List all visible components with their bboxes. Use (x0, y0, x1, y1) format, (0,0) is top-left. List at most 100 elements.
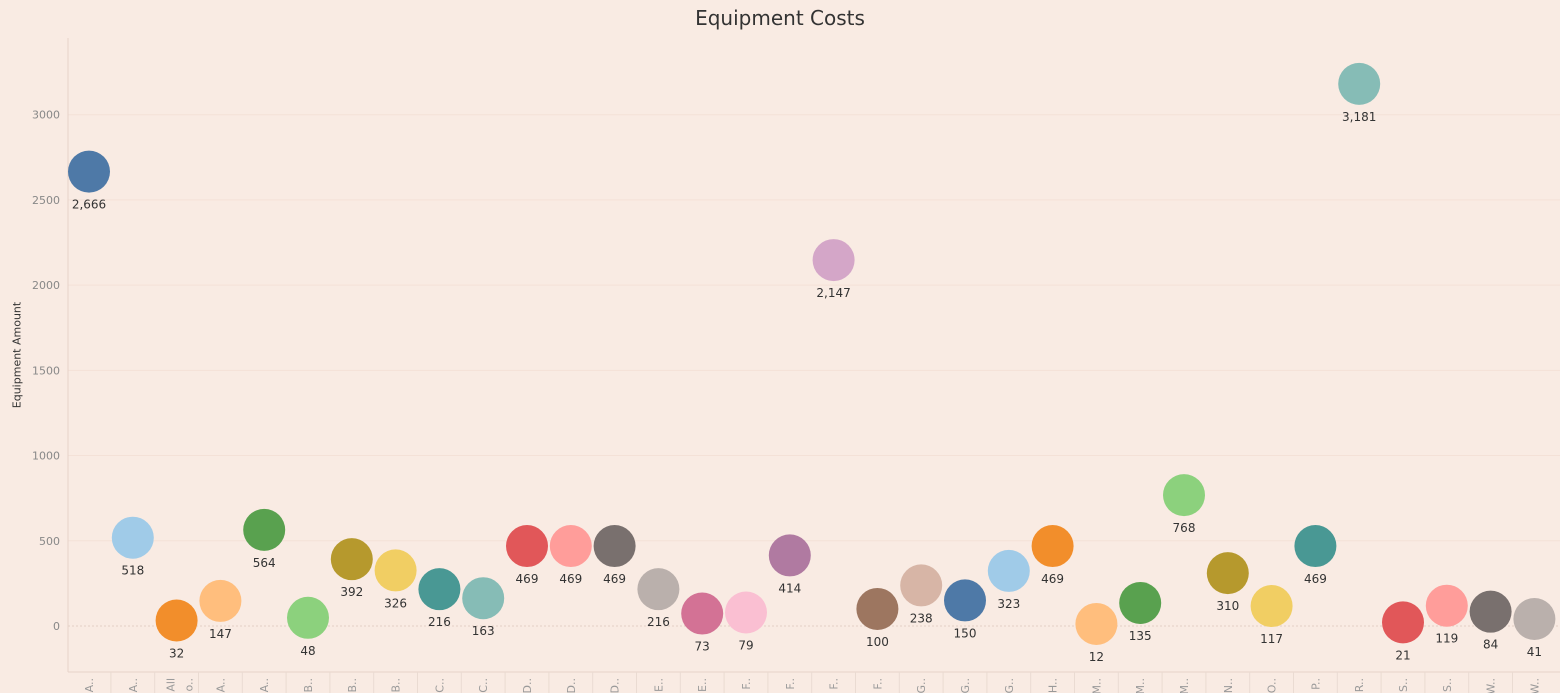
x-tick-label: P.. (1309, 678, 1322, 690)
x-tick-label: F.. (784, 678, 797, 690)
x-tick-label: C.. (477, 678, 490, 693)
data-label: 326 (384, 596, 407, 610)
data-point (944, 579, 986, 622)
data-label: 392 (340, 585, 363, 599)
data-label: 84 (1483, 638, 1498, 652)
x-tick-label: G.. (915, 678, 928, 693)
x-tick-label: F.. (828, 678, 841, 690)
x-tick-label: S.. (1441, 678, 1454, 692)
data-point (1119, 581, 1162, 624)
y-tick-label: 500 (39, 535, 60, 548)
x-tick-label: B.. (390, 678, 403, 693)
x-tick-label: D.. (609, 678, 622, 693)
data-label: 469 (559, 572, 582, 586)
x-tick-label: R.. (1353, 678, 1366, 692)
data-point (987, 549, 1030, 592)
data-label: 216 (428, 615, 451, 629)
x-tick-label: G.. (959, 678, 972, 693)
data-point (1469, 590, 1512, 633)
data-label: 310 (1216, 599, 1239, 613)
x-tick-label: H.. (1047, 678, 1060, 693)
data-point (1425, 584, 1468, 627)
x-tick-label: A.. (214, 678, 227, 692)
data-label: 2,147 (816, 286, 850, 300)
x-tick-label: D.. (521, 678, 534, 693)
x-tick-label: E.. (696, 678, 709, 692)
data-point (1163, 474, 1205, 517)
x-tick-label: O.. (1266, 678, 1279, 693)
x-tick-label: M.. (1134, 678, 1147, 693)
y-tick-label: 2500 (32, 194, 60, 207)
data-label: 2,666 (72, 198, 106, 212)
data-point (1338, 62, 1381, 105)
data-label: 119 (1435, 632, 1458, 646)
data-point (725, 591, 767, 634)
data-label: 323 (997, 597, 1020, 611)
x-tick-label: M.. (1178, 678, 1191, 693)
data-point (768, 534, 811, 577)
x-tick-label: A.. (127, 678, 140, 692)
data-point (549, 525, 592, 568)
data-point (374, 549, 417, 592)
x-tick-label: W.. (1528, 678, 1541, 693)
data-point (1294, 525, 1337, 568)
data-point (812, 239, 855, 282)
data-label: 238 (910, 611, 933, 625)
data-point (1206, 552, 1249, 595)
x-tick-label: F.. (740, 678, 753, 690)
data-label: 79 (738, 639, 753, 653)
x-tick-label: C.. (433, 678, 446, 693)
data-label: 21 (1395, 648, 1410, 662)
data-label: 469 (1041, 572, 1064, 586)
x-tick-label: D.. (565, 678, 578, 693)
data-point (506, 525, 548, 568)
x-tick-label: S.. (1397, 678, 1410, 692)
x-tick-label: W.. (1485, 678, 1498, 693)
data-point (900, 564, 943, 607)
data-point (593, 525, 636, 568)
x-tick-label: A.. (83, 678, 96, 692)
data-label: 469 (1304, 572, 1327, 586)
data-label: 564 (253, 556, 276, 570)
y-tick-label: 1500 (32, 364, 60, 377)
y-tick-label: 1000 (32, 450, 60, 463)
data-label: 32 (169, 647, 184, 661)
data-point (330, 538, 373, 581)
data-point (637, 568, 680, 611)
x-tick-label: E.. (652, 678, 665, 692)
y-tick-label: 2000 (32, 279, 60, 292)
data-label: 469 (603, 572, 626, 586)
data-label: 216 (647, 615, 670, 629)
data-label: 3,181 (1342, 110, 1376, 124)
data-point (199, 579, 242, 622)
x-tick-label: N.. (1222, 678, 1235, 693)
data-label: 414 (778, 581, 801, 595)
data-label: 12 (1089, 650, 1104, 664)
data-point (287, 596, 329, 639)
data-label: 117 (1260, 632, 1283, 646)
data-label: 73 (695, 640, 710, 654)
data-label: 518 (121, 564, 144, 578)
x-tick-label: A.. (258, 678, 271, 692)
data-point (681, 592, 724, 635)
x-tick-label: G.. (1003, 678, 1016, 693)
data-point (1250, 585, 1293, 628)
data-point (1513, 597, 1556, 640)
chart-title: Equipment Costs (695, 6, 865, 30)
data-point (418, 568, 461, 611)
x-tick-label: M.. (1090, 678, 1103, 693)
data-point (1075, 602, 1118, 645)
data-label: 41 (1527, 645, 1542, 659)
data-label: 150 (954, 626, 977, 640)
data-point (1031, 525, 1074, 568)
x-tick-label: o.. (183, 678, 196, 692)
data-label: 163 (472, 624, 495, 638)
data-point (856, 587, 899, 630)
y-tick-label: 3000 (32, 109, 60, 122)
y-tick-label: 0 (53, 620, 60, 633)
data-point (155, 599, 198, 642)
data-label: 135 (1129, 629, 1152, 643)
x-tick-label: B.. (346, 678, 359, 693)
data-point (68, 150, 110, 193)
